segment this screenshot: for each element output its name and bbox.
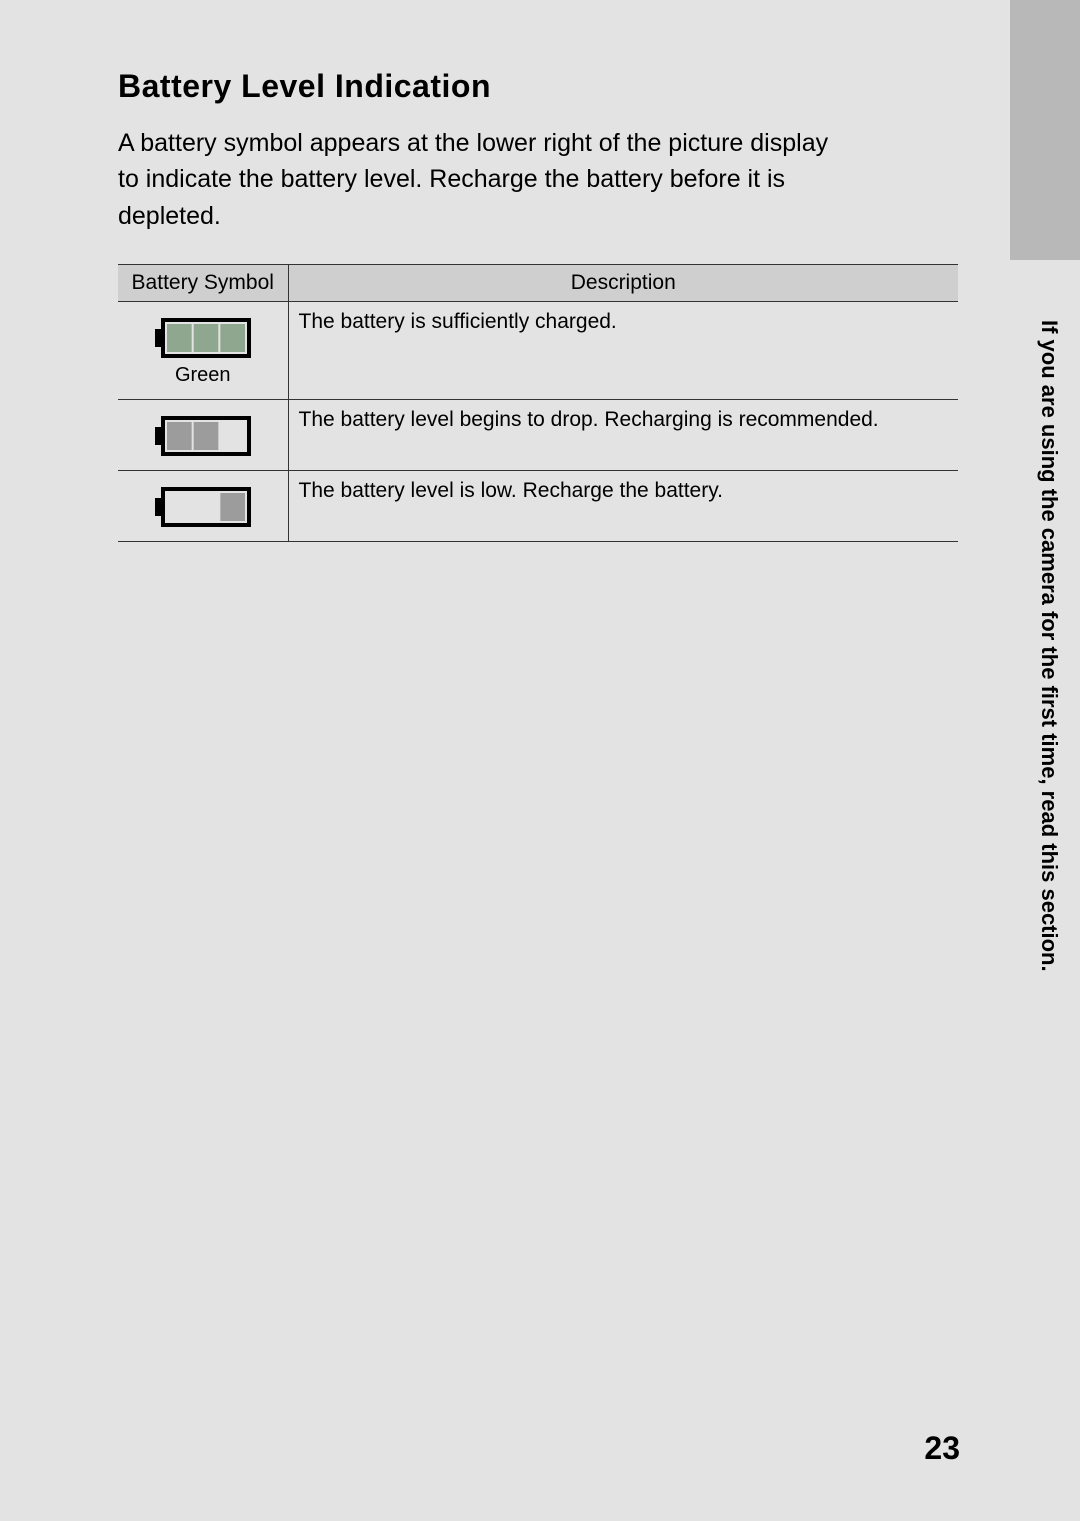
battery-icon (155, 316, 251, 360)
battery-icon (155, 414, 251, 458)
battery-icon (155, 485, 251, 529)
cell-symbol: Green (118, 301, 288, 399)
table-row: Green The battery is sufficiently charged… (118, 301, 958, 399)
cell-description: The battery level is low. Recharge the b… (288, 470, 958, 541)
battery-table-body: Green The battery is sufficiently charged… (118, 301, 958, 541)
thumb-tab (1010, 0, 1080, 260)
section-note-vertical: If you are using the camera for the firs… (1036, 320, 1062, 972)
battery-table: Battery Symbol Description Green The batt… (118, 264, 958, 542)
cell-description: The battery level begins to drop. Rechar… (288, 399, 958, 470)
page-title: Battery Level Indication (118, 68, 840, 105)
battery-symbol-wrap (128, 479, 278, 533)
battery-symbol-wrap (128, 408, 278, 462)
table-row: The battery level is low. Recharge the b… (118, 470, 958, 541)
cell-symbol (118, 470, 288, 541)
intro-paragraph: A battery symbol appears at the lower ri… (118, 125, 840, 234)
page-number: 23 (924, 1430, 960, 1467)
cell-description: The battery is sufficiently charged. (288, 301, 958, 399)
table-row: The battery level begins to drop. Rechar… (118, 399, 958, 470)
battery-symbol-wrap: Green (128, 310, 278, 391)
cell-symbol (118, 399, 288, 470)
battery-caption: Green (175, 364, 231, 387)
th-symbol: Battery Symbol (118, 264, 288, 301)
page-content: Battery Level Indication A battery symbo… (0, 0, 960, 542)
th-description: Description (288, 264, 958, 301)
